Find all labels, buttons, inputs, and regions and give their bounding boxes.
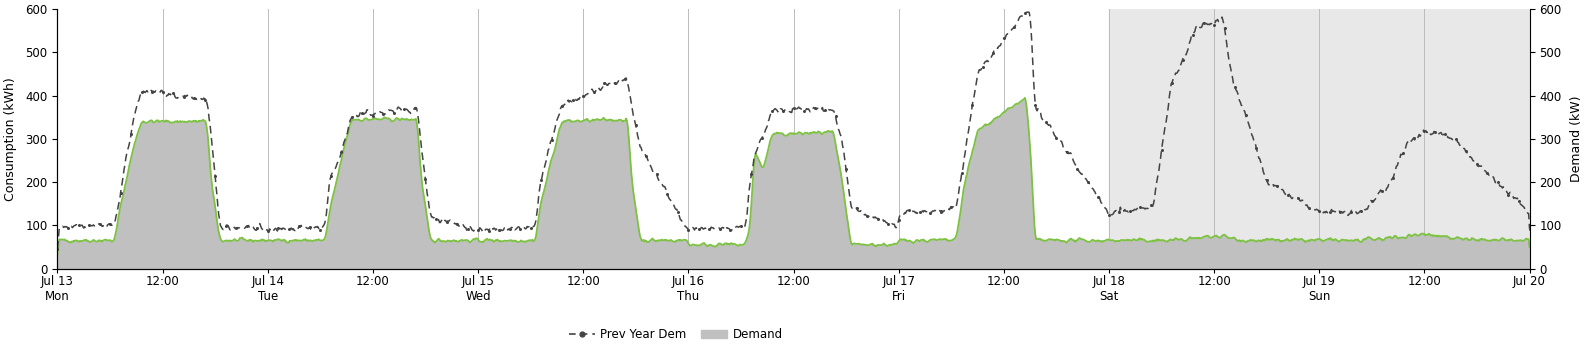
Bar bbox=[1109, 9, 1530, 269]
Y-axis label: Demand (kW): Demand (kW) bbox=[1570, 96, 1582, 182]
Y-axis label: Consumption (kWh): Consumption (kWh) bbox=[5, 77, 17, 201]
Legend: Prev Year Dem, Demand: Prev Year Dem, Demand bbox=[563, 323, 787, 346]
